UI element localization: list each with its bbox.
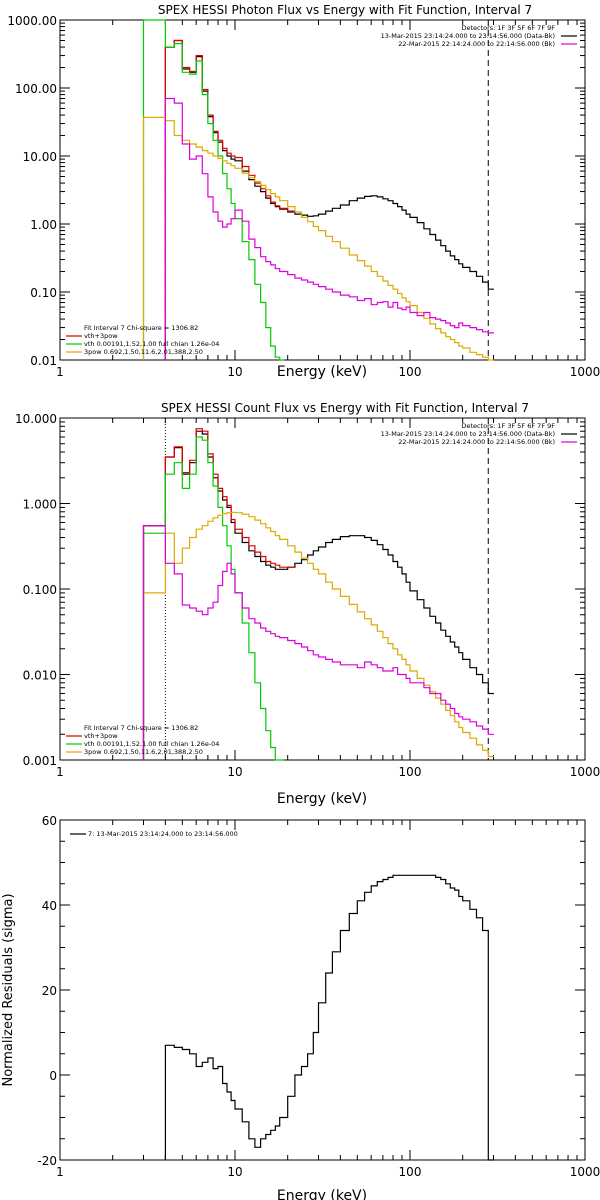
series-line: [142, 511, 494, 760]
x-axis-label: Energy (keV): [277, 364, 367, 380]
axis-tick-marks: [59, 19, 586, 361]
legend-entry: 22-Mar-2015 22:14:24.000 to 22:14:56.000…: [398, 438, 555, 446]
x-tick-labels: 1 10 100 1000: [56, 365, 600, 379]
series-line: [142, 19, 284, 361]
legend-entry: Fit Interval 7 Chi-square = 1306.82: [84, 324, 198, 332]
y-tick-label: -20: [37, 1154, 57, 1168]
axis-tick-marks: [59, 819, 586, 1161]
x-tick-label: 100: [399, 1165, 422, 1179]
y-tick-label: 1.000: [23, 498, 57, 512]
legend-bottom-left: Fit Interval 7 Chi-square = 1306.82vth+3…: [66, 724, 219, 756]
series-line: [142, 525, 494, 760]
series-line: [142, 436, 284, 761]
y-tick-label: 0.100: [23, 583, 57, 597]
x-tick-label: 100: [399, 365, 422, 379]
legend-entry: 13-Mar-2015 23:14:24.000 to 23:14:56.000…: [381, 430, 555, 438]
legend-entry: 3pow 0.692,1.50,11.6,2.01,388,2.50: [84, 348, 203, 356]
y-tick-labels: 0.001 0.010 0.100 1.000 10.000: [15, 412, 57, 768]
x-tick-labels: 1 10 100 1000: [56, 765, 600, 779]
series-line: [164, 39, 296, 360]
x-axis-label: Energy (keV): [277, 1188, 367, 1200]
legend-top-right: Detectors: 1F 3F 5F 6F 7F 9F13-Mar-2015 …: [381, 422, 577, 446]
legend-top-right: Detectors: 1F 3F 5F 6F 7F 9F13-Mar-2015 …: [381, 24, 577, 48]
y-tick-label: 1.00: [30, 218, 57, 232]
y-tick-label: 0.010: [23, 669, 57, 683]
chart-title: SPEX HESSI Photon Flux vs Energy with Fi…: [158, 3, 532, 17]
legend-entry: vth+3pow: [84, 332, 118, 340]
y-tick-label: 0.10: [30, 286, 57, 300]
legend-entry: 3pow 0.692,1.50,11.6,2.01,388,2.50: [84, 748, 203, 756]
x-tick-label: 1: [56, 1165, 64, 1179]
legend-entry: Fit Interval 7 Chi-square = 1306.82: [84, 724, 198, 732]
axis-tick-marks: [59, 417, 586, 761]
x-tick-label: 1000: [570, 1165, 600, 1179]
y-tick-label: 40: [42, 899, 57, 913]
legend-entry: Detectors: 1F 3F 5F 6F 7F 9F: [461, 24, 555, 32]
y-tick-label: 0.01: [30, 354, 57, 368]
y-tick-label: 100.00: [15, 82, 57, 96]
series-group: [142, 428, 494, 761]
residuals-chart: -20 0 20 40 60 1 10 100 1000 Energy (keV) Norma…: [1, 814, 600, 1200]
y-tick-label: 0: [49, 1069, 57, 1083]
plot-frame: [59, 19, 586, 361]
legend-entry: vth 0.00191,1.52,1.00 full chian 1.26e-0…: [84, 340, 219, 348]
y-tick-labels: 0.01 0.10 1.00 10.00 100.00 1000.00: [7, 14, 57, 368]
legend-top-left: 7: 13-Mar-2015 23:14:24.000 to 23:14:56.…: [70, 830, 238, 838]
legend-entry: 13-Mar-2015 23:14:24.000 to 23:14:56.000…: [381, 32, 555, 40]
y-tick-labels: -20 0 20 40 60: [37, 814, 57, 1168]
x-tick-label: 100: [399, 765, 422, 779]
count-flux-chart: SPEX HESSI Count Flux vs Energy with Fit…: [15, 401, 600, 807]
x-tick-label: 1000: [570, 365, 600, 379]
series-line: [164, 874, 494, 1161]
series-line: [142, 428, 296, 760]
legend-entry: 22-Mar-2015 22:14:24.000 to 22:14:56.000…: [398, 40, 555, 48]
x-tick-label: 1: [56, 765, 64, 779]
photon-flux-chart: SPEX HESSI Photon Flux vs Energy with Fi…: [7, 3, 600, 380]
legend-bottom-left: Fit Interval 7 Chi-square = 1306.82vth+3…: [66, 324, 219, 356]
legend-entry: vth+3pow: [84, 732, 118, 740]
x-tick-label: 10: [227, 765, 242, 779]
x-tick-label: 1000: [570, 765, 600, 779]
y-axis-label: Normalized Residuals (sigma): [1, 893, 16, 1086]
legend-entry: 7: 13-Mar-2015 23:14:24.000 to 23:14:56.…: [88, 830, 238, 838]
chart-title: SPEX HESSI Count Flux vs Energy with Fit…: [161, 401, 529, 415]
y-tick-label: 10.00: [23, 150, 57, 164]
x-tick-label: 10: [227, 1165, 242, 1179]
series-line: [164, 97, 494, 360]
x-axis-label: Energy (keV): [277, 791, 367, 807]
x-tick-label: 1: [56, 365, 64, 379]
x-tick-labels: 1 10 100 1000: [56, 1165, 600, 1179]
y-tick-label: 1000.00: [7, 14, 57, 28]
series-group: [142, 19, 494, 361]
x-tick-label: 10: [227, 365, 242, 379]
y-tick-label: 20: [42, 984, 57, 998]
y-tick-label: 0.001: [23, 754, 57, 768]
series-group: [164, 874, 494, 1161]
y-tick-label: 60: [42, 814, 57, 828]
guide-lines: [164, 20, 489, 360]
y-tick-label: 10.000: [15, 412, 57, 426]
legend-entry: vth 0.00191,1.52,1.00 full chian 1.26e-0…: [84, 740, 219, 748]
legend-entry: Detectors: 1F 3F 5F 6F 7F 9F: [461, 422, 555, 430]
series-line: [142, 116, 494, 361]
